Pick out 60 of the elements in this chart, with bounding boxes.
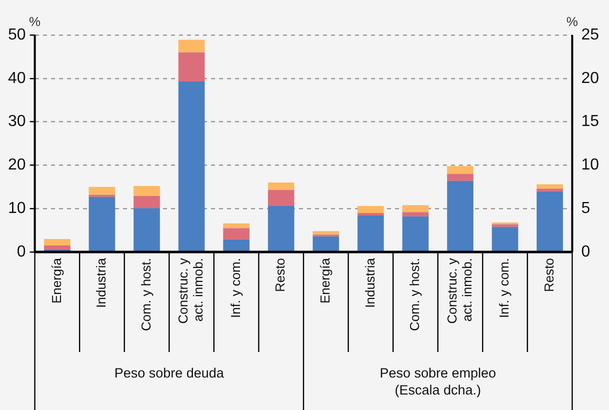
bar <box>536 191 563 252</box>
y2-tick-label: 20 <box>581 70 600 87</box>
bar <box>312 236 340 252</box>
bar <box>44 245 70 250</box>
text: Peso sobre deuda <box>114 366 224 381</box>
y2-tick-label: 25 <box>581 26 600 44</box>
y-tick-label: 20 <box>8 156 26 174</box>
bar <box>447 174 474 181</box>
x-tick-label: Construc. y act. inmob. <box>176 258 206 324</box>
bar <box>358 212 384 216</box>
bar <box>358 206 384 213</box>
bar <box>178 52 205 82</box>
y-tick-label: 30 <box>8 113 26 130</box>
bar <box>223 223 250 228</box>
y-axis-title: % <box>29 14 42 30</box>
y-tick-label: 40 <box>8 70 26 87</box>
bar <box>312 231 340 235</box>
bar <box>134 208 160 252</box>
bar <box>88 196 116 252</box>
x-tick-label: Energía <box>317 257 332 304</box>
x-tick-label: Com. y host. <box>138 258 154 331</box>
bar <box>492 224 518 227</box>
bar <box>536 188 563 192</box>
y-tick-label: 50 <box>8 26 26 44</box>
bar <box>492 226 518 252</box>
x-tick-label: Resto <box>272 258 288 292</box>
y2-tick-label: 0 <box>581 243 590 260</box>
bar <box>268 190 294 206</box>
y-tick-label: 0 <box>16 243 26 260</box>
x-tick-label: Industria <box>94 257 109 308</box>
text: Peso sobre empleo (Escala dcha.) <box>380 366 496 398</box>
bar <box>447 166 474 174</box>
x-tick-label: Industria <box>362 257 378 308</box>
y2-tick-label: 5 <box>581 200 590 218</box>
bar <box>223 239 250 252</box>
y-tick-label: 10 <box>8 200 26 218</box>
x-tick-label: Energía <box>48 257 64 304</box>
x-tick-label: Inf. y com. <box>228 258 243 318</box>
bar <box>268 206 294 252</box>
x-tick-label: Construc. y act. inmob. <box>444 258 474 324</box>
x-tick-label: Inf. y com. <box>496 258 512 318</box>
bar <box>447 180 474 252</box>
y2-tick-label: 15 <box>581 113 600 130</box>
bar <box>134 186 160 196</box>
bar <box>223 228 250 240</box>
bar <box>402 205 429 212</box>
x-tick-label: Com. y host. <box>407 258 422 331</box>
bar <box>536 184 563 189</box>
bar <box>88 186 116 195</box>
bar <box>178 81 205 252</box>
y2-axis-title: % <box>566 14 578 30</box>
bar <box>402 216 429 252</box>
bar <box>178 40 205 52</box>
bar <box>358 216 384 252</box>
bar <box>134 196 160 208</box>
y2-tick-label: 10 <box>581 156 600 174</box>
bar <box>44 238 70 246</box>
bar <box>402 212 429 216</box>
x-tick-label: Resto <box>541 258 556 292</box>
bar <box>268 182 294 190</box>
